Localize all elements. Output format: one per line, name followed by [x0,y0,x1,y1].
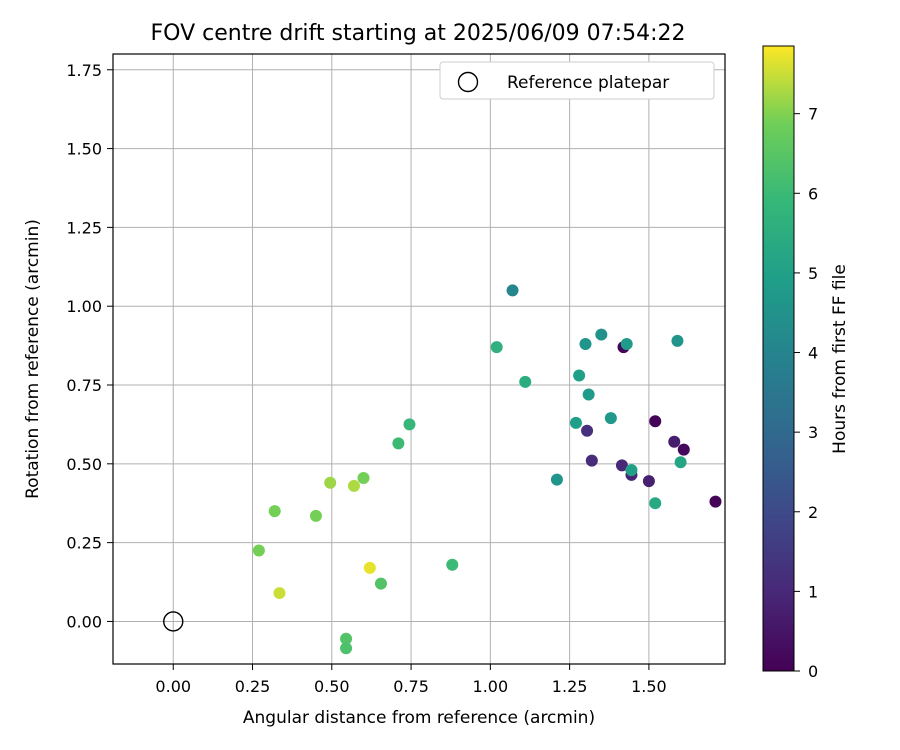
scatter-point [642,475,655,488]
x-axis-label: Angular distance from reference (arcmin) [243,708,595,728]
reference-point [163,611,184,632]
x-axis: 0.00 0.25 0.50 0.75 1.00 1.25 1.50 [155,664,667,696]
scatter-point [506,284,519,297]
scatter-point [620,338,633,351]
scatter-point [363,561,376,574]
scatter-point [403,418,416,431]
plot-frame [112,53,726,665]
colorbar-ticks: 0 1 2 3 4 5 6 7 [794,105,818,681]
chart-title: FOV centre drift starting at 2025/06/09 … [151,21,686,46]
scatter-point [340,632,353,645]
y-tick-label: 1.75 [66,61,102,80]
reference-marker [163,611,184,632]
scatter-point [677,443,690,456]
scatter-point [668,435,681,448]
colorbar-tick-label: 1 [808,582,818,601]
legend: Reference platepar [439,61,715,100]
scatter-point [585,454,598,467]
y-tick-label: 1.25 [66,218,102,237]
scatter-point [604,412,617,425]
x-tick-label: 1.00 [473,677,509,696]
scatter-point [550,473,563,486]
colorbar-tick-label: 4 [808,344,818,363]
scatter-point [649,415,662,428]
y-tick-label: 1.00 [66,297,102,316]
colorbar-tick-label: 5 [808,264,818,283]
scatter-point [252,544,265,557]
scatter-point [709,495,722,508]
grid [113,54,725,664]
x-tick-label: 0.25 [235,677,271,696]
scatter-point [357,472,370,485]
scatter-point [595,328,608,341]
y-axis-label: Rotation from reference (arcmin) [23,219,43,499]
y-tick-label: 0.50 [66,455,102,474]
scatter-point [309,509,322,522]
scatter-point [579,338,592,351]
colorbar: 0 1 2 3 4 5 6 7 Hours from first FF file [762,45,850,681]
colorbar-tick-label: 7 [808,105,818,124]
scatter-point [273,587,286,600]
legend-box [439,61,715,100]
scatter-point [446,558,459,571]
y-tick-label: 1.50 [66,140,102,159]
colorbar-label: Hours from first FF file [830,264,850,454]
scatter-point [625,464,638,477]
legend-marker [457,71,479,93]
scatter-point [268,505,281,518]
scatter-point [519,375,532,388]
data-points [252,284,722,655]
scatter-point [347,479,360,492]
scatter-point [582,388,595,401]
scatter-point [392,437,405,450]
scatter-point [324,476,337,489]
y-tick-label: 0.25 [66,534,102,553]
x-tick-label: 1.50 [631,677,667,696]
colorbar-tick-label: 3 [808,423,818,442]
x-tick-label: 0.00 [155,677,191,696]
scatter-point [490,341,503,354]
scatter-point [674,456,687,469]
scatter-point [649,497,662,510]
x-tick-label: 1.25 [552,677,588,696]
scatter-point [581,424,594,437]
y-tick-label: 0.00 [66,612,102,631]
colorbar-gradient [762,45,795,672]
colorbar-tick-label: 0 [808,662,818,681]
y-axis: 0.00 0.25 0.50 0.75 1.00 1.25 1.50 1.75 [66,61,113,631]
scatter-point [615,459,628,472]
y-tick-label: 0.75 [66,376,102,395]
x-tick-label: 0.75 [393,677,429,696]
scatter-point [671,334,684,347]
scatter-point [569,416,582,429]
colorbar-tick-label: 6 [808,184,818,203]
legend-label: Reference platepar [507,73,669,93]
scatter-point [573,369,586,382]
colorbar-tick-label: 2 [808,503,818,522]
scatter-point [374,577,387,590]
scatter-point [340,642,353,655]
x-tick-label: 0.50 [314,677,350,696]
